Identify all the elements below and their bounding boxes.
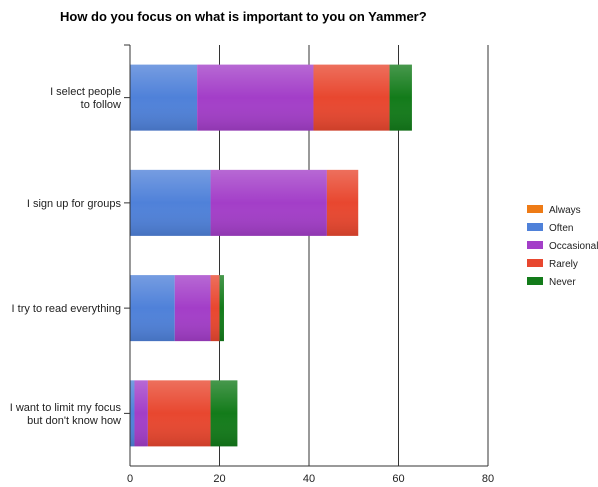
- legend-entry: Often: [549, 223, 573, 234]
- bar-segment-shade: [326, 169, 359, 236]
- legend-swatch: [527, 241, 543, 249]
- bar-segment-shade: [210, 380, 238, 447]
- axes: [124, 44, 488, 467]
- bar-segment-shade: [130, 64, 198, 131]
- bars: [130, 64, 412, 447]
- legend-swatch: [527, 223, 543, 231]
- x-tick-label: 20: [213, 473, 225, 485]
- bar-segment-shade: [130, 275, 175, 342]
- category-label: I select people: [50, 86, 121, 98]
- bar-segment-shade: [389, 64, 412, 131]
- chart-title: How do you focus on what is important to…: [60, 9, 427, 24]
- category-label: I sign up for groups: [27, 198, 122, 210]
- legend: Always Often Occasionally Rarely Never: [527, 205, 598, 288]
- bar-segment-shade: [210, 275, 220, 342]
- category-label: I want to limit my focus: [10, 402, 122, 414]
- x-tick-label: 60: [392, 473, 404, 485]
- category-label: but don't know how: [27, 415, 121, 427]
- category-label: to follow: [81, 99, 121, 111]
- bar-segment-shade: [147, 380, 211, 447]
- x-tick-label: 40: [303, 473, 315, 485]
- legend-swatch: [527, 205, 543, 213]
- legend-entry: Occasionally: [549, 241, 598, 252]
- bar-segment-shade: [130, 169, 211, 236]
- bar-segment-shade: [130, 380, 135, 447]
- legend-entry: Rarely: [549, 259, 578, 270]
- legend-swatch: [527, 259, 543, 267]
- bar-segment-shade: [219, 275, 224, 342]
- legend-swatch: [527, 277, 543, 285]
- legend-entry: Never: [549, 277, 576, 288]
- legend-entry: Always: [549, 205, 581, 216]
- x-tick-label: 0: [127, 473, 133, 485]
- bar-segment-shade: [210, 169, 327, 236]
- category-label: I try to read everything: [12, 303, 121, 315]
- x-tick-labels: 0 20 40 60 80: [127, 473, 494, 485]
- bar-segment-shade: [174, 275, 211, 342]
- bar-segment-shade: [197, 64, 314, 131]
- bar-segment-shade: [313, 64, 390, 131]
- bar-segment-shade: [134, 380, 148, 447]
- x-tick-label: 80: [482, 473, 494, 485]
